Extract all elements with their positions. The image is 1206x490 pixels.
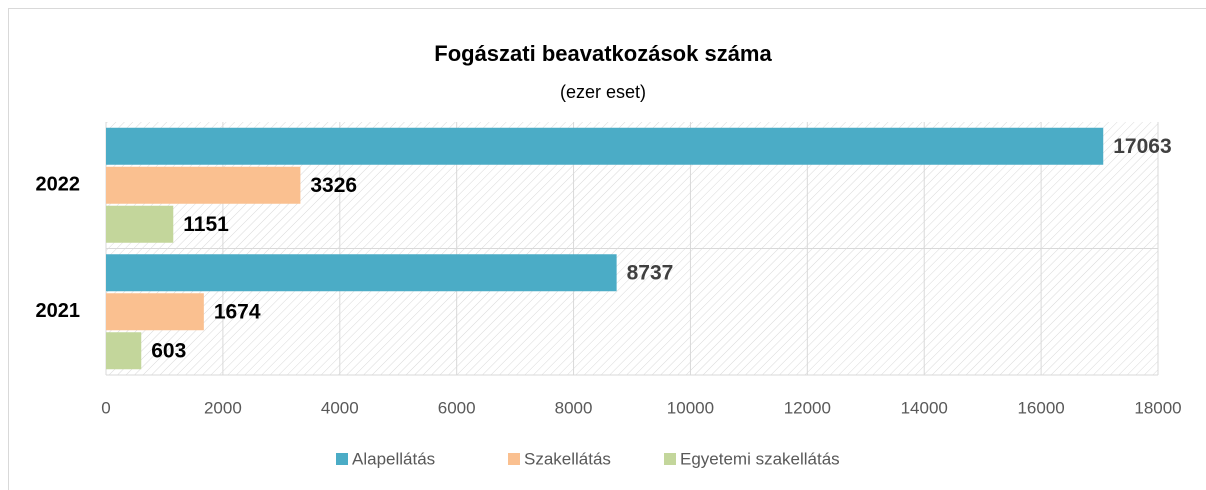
legend-label: Egyetemi szakellátás <box>680 449 840 468</box>
x-tick-label: 10000 <box>667 398 714 417</box>
x-tick-label: 0 <box>101 398 110 417</box>
bar <box>106 332 142 370</box>
legend-label: Szakellátás <box>524 449 611 468</box>
data-label: 3326 <box>310 174 357 197</box>
data-label: 8737 <box>627 261 674 284</box>
x-tick-label: 12000 <box>784 398 831 417</box>
data-label: 1151 <box>183 213 229 236</box>
legend-swatch <box>508 453 520 465</box>
data-label: 603 <box>151 339 186 362</box>
bar <box>106 205 174 243</box>
x-tick-label: 18000 <box>1134 398 1181 417</box>
y-tick-label: 2022 <box>36 174 81 196</box>
bar <box>106 127 1104 165</box>
x-tick-label: 14000 <box>901 398 948 417</box>
bar <box>106 166 301 204</box>
y-tick-label: 2021 <box>36 300 81 322</box>
bar <box>106 293 204 331</box>
x-tick-label: 16000 <box>1017 398 1064 417</box>
x-tick-label: 2000 <box>204 398 242 417</box>
data-label: 1674 <box>214 300 261 323</box>
chart-border <box>8 8 1206 490</box>
data-label: 17063 <box>1113 135 1171 158</box>
x-tick-label: 4000 <box>321 398 359 417</box>
bar <box>106 254 617 292</box>
legend-label: Alapellátás <box>352 449 435 468</box>
x-tick-label: 8000 <box>555 398 593 417</box>
x-tick-label: 6000 <box>438 398 476 417</box>
chart-title: Fogászati beavatkozások száma <box>434 41 772 66</box>
chart-subtitle: (ezer eset) <box>560 82 646 102</box>
legend-swatch <box>664 453 676 465</box>
legend-swatch <box>336 453 348 465</box>
